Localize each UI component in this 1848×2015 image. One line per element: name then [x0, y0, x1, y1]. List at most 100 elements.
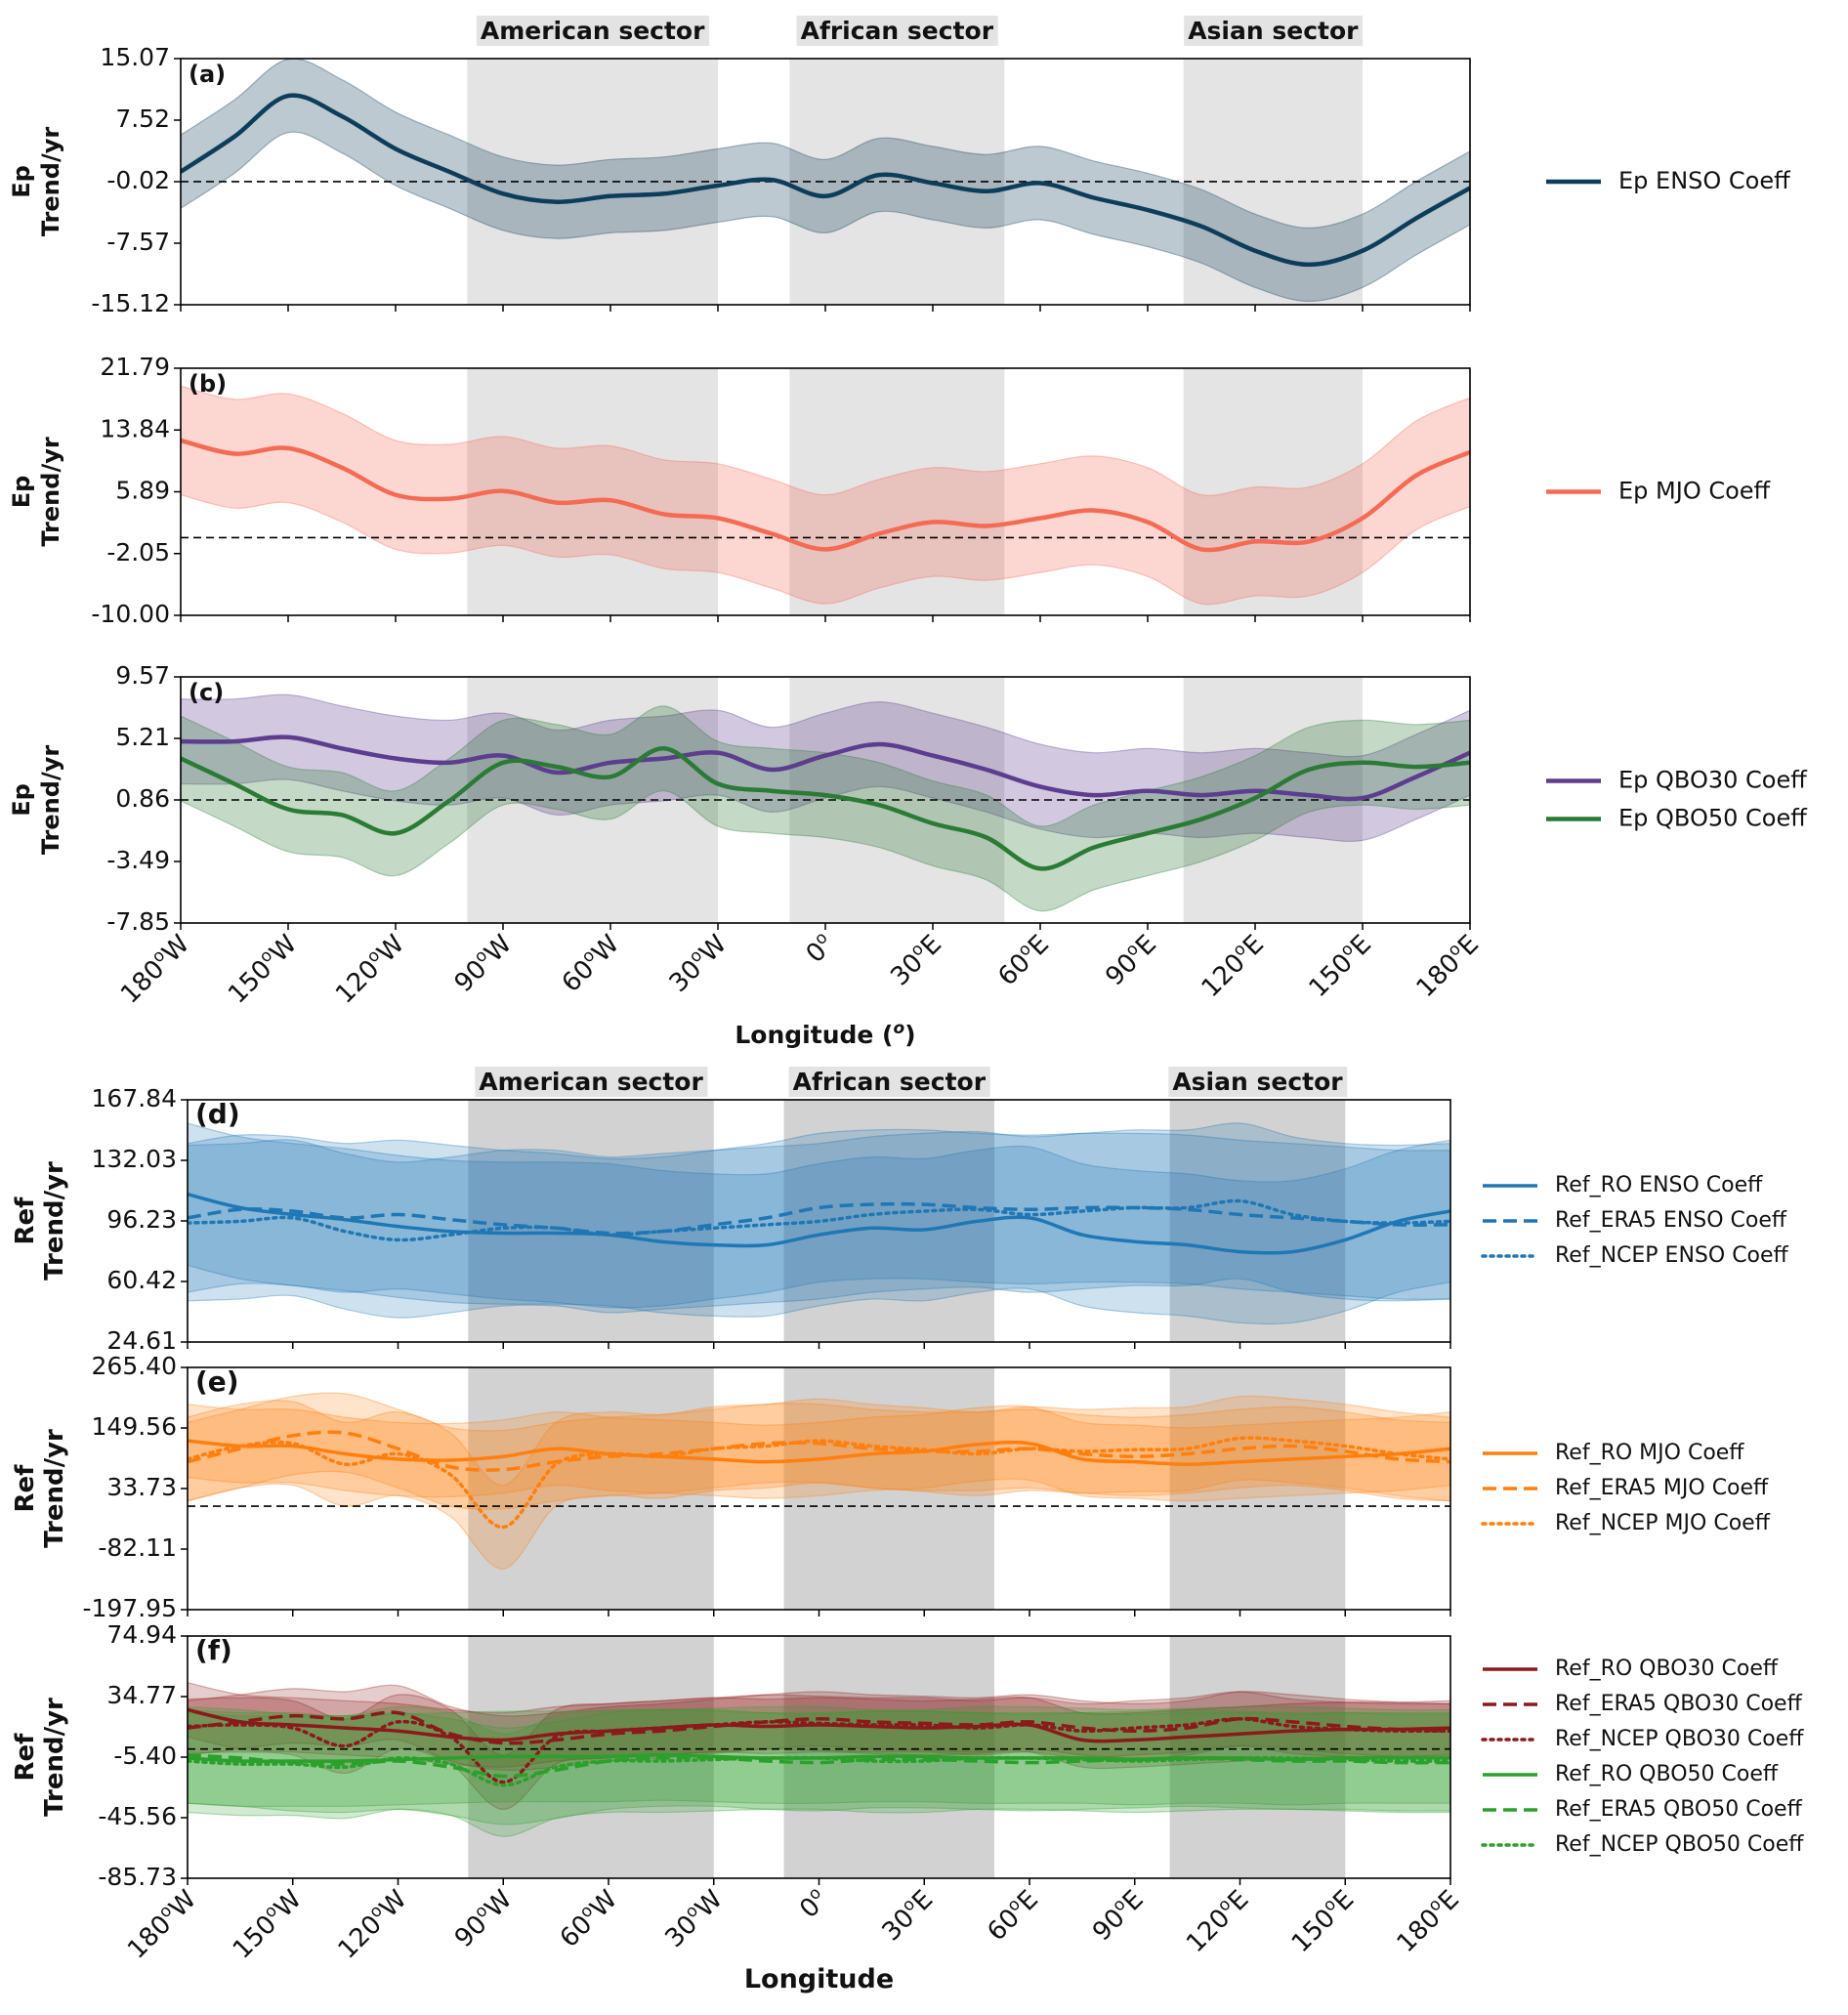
panel-label: (f) [195, 1634, 232, 1666]
y-tick-label: 13.84 [100, 414, 170, 442]
plot-area [188, 1682, 1450, 1837]
series-line [188, 1439, 1450, 1466]
y-tick-label: -10.00 [91, 600, 170, 628]
x-tick-label: 150oW [226, 1883, 307, 1964]
y-tick-label: 60.42 [106, 1266, 177, 1294]
legend-entry: Ref_ERA5 QBO50 Coeff [1555, 1797, 1803, 1822]
y-tick-label: 34.77 [106, 1681, 177, 1709]
y-tick-label: -15.12 [91, 289, 170, 317]
x-tick-label: 90oE [1086, 1883, 1150, 1947]
legend-entry: Ref_NCEP ENSO Coeff [1555, 1243, 1789, 1268]
y-tick-label: 24.61 [106, 1326, 177, 1355]
x-axis-label: Longitude (o) [735, 1019, 915, 1049]
y-tick-label: -197.95 [83, 1594, 178, 1622]
legend-entry: Ref_ERA5 MJO Coeff [1555, 1476, 1769, 1500]
y-tick-label: 33.73 [106, 1473, 177, 1501]
plot-area [188, 1122, 1450, 1325]
figure-group-1: American sector African sector Asian secto… [8, 16, 1807, 1049]
x-tick-label: 90oW [447, 928, 518, 998]
y-tick-label: 167.84 [92, 1084, 177, 1112]
legend-entry: Ep QBO50 Coeff [1618, 805, 1807, 832]
legend-entry: Ref_ERA5 QBO30 Coeff [1555, 1692, 1803, 1716]
uncertainty-band [188, 1122, 1450, 1325]
sector-shade [783, 1367, 995, 1610]
x-tick-label: 120oW [329, 928, 410, 1009]
x-tick-label: 150oE [1302, 928, 1377, 1003]
sector-shade [789, 368, 1005, 615]
y-tick-label: 5.89 [115, 477, 170, 505]
x-tick-label: 60oW [553, 1883, 623, 1953]
uncertainty-band [188, 1404, 1450, 1502]
series-line [188, 1755, 1450, 1787]
uncertainty-band [188, 1392, 1450, 1510]
sector-label-bg [1184, 16, 1364, 46]
series-line [181, 438, 1470, 553]
y-tick-label: 96.23 [106, 1205, 177, 1234]
sector-label-bg [1168, 1067, 1348, 1097]
y-tick-label: -0.02 [106, 166, 170, 194]
y-tick-label: 132.03 [92, 1145, 177, 1173]
x-tick-label: 0o [799, 928, 840, 969]
y-axis-label: RefTrend/yr [11, 1161, 69, 1280]
series-line [181, 93, 1470, 268]
y-tick-label: -7.57 [106, 228, 170, 256]
x-tick-label: 60oE [981, 1883, 1044, 1947]
sector-label: American sector [479, 1068, 703, 1096]
x-tick-label: 30oE [875, 1883, 939, 1947]
panel-f: 74.94 34.77 -5.40 -45.56 -85.73 (f) RefTrend/y… [11, 1620, 1804, 1891]
uncertainty-band [188, 1128, 1450, 1309]
y-axis-label-line: Trend/yr [37, 127, 64, 237]
sector-label-bg [476, 16, 710, 46]
legend-entry: Ref_NCEP MJO Coeff [1555, 1511, 1771, 1535]
sector-shade [468, 1100, 714, 1342]
plot-area [181, 59, 1470, 303]
y-tick-label: 74.94 [106, 1620, 177, 1649]
sector-shade [1169, 1367, 1346, 1610]
uncertainty-band [188, 1691, 1450, 1811]
panel-label: (d) [195, 1098, 240, 1130]
plot-area [181, 385, 1470, 606]
sector-shade [468, 1367, 714, 1610]
legend-entry: Ep ENSO Coeff [1618, 167, 1790, 194]
x-axis-label-text: Longitude ( [735, 1021, 893, 1049]
x-tick-label: 180oE [1409, 928, 1485, 1003]
x-tick-label: 30oW [658, 1883, 729, 1953]
series-line [181, 746, 1470, 871]
y-axis-label-line: Trend/yr [40, 1698, 69, 1817]
y-axis-label-line: Trend/yr [37, 745, 64, 856]
y-axis-label-line: Ep [8, 165, 35, 198]
y-tick-label: 7.52 [115, 105, 170, 133]
y-tick-label: -7.85 [106, 907, 170, 936]
legend-entry: Ref_RO MJO Coeff [1555, 1441, 1744, 1465]
y-tick-label: -85.73 [98, 1863, 177, 1891]
y-tick-label: 149.56 [92, 1412, 177, 1441]
y-axis-label: EpTrend/yr [8, 437, 64, 547]
x-tick-label: 180oW [114, 928, 195, 1009]
y-axis-label-line: Ep [8, 783, 35, 817]
y-tick-label: 0.86 [115, 784, 170, 813]
figure-group-2: American sector African sector Asian secto… [11, 1067, 1804, 1994]
series-line [188, 1198, 1450, 1242]
x-tick-label: 180oW [121, 1883, 202, 1964]
legend-entry: Ref_RO QBO30 Coeff [1555, 1657, 1779, 1681]
y-axis-label: RefTrend/yr [11, 1698, 69, 1817]
sector-shade [1183, 368, 1363, 615]
series-line [188, 1193, 1450, 1255]
x-tick-label: 180oE [1390, 1883, 1465, 1958]
panel-a: 15.077.52-0.02-7.57-15.12(a)EpTrend/yr Ep… [8, 43, 1790, 317]
x-tick-label: 60oE [991, 928, 1055, 991]
series-line [181, 735, 1470, 802]
y-tick-label: -5.40 [113, 1742, 177, 1770]
y-tick-label: -82.11 [98, 1533, 177, 1562]
x-tick-label: 120oE [1180, 1883, 1255, 1958]
panel-label: (a) [189, 61, 226, 88]
legend-entry: Ref_NCEP QBO50 Coeff [1555, 1832, 1804, 1857]
y-axis-label-line: Trend/yr [40, 1429, 69, 1548]
y-tick-label: -2.05 [106, 538, 170, 567]
x-tick-label: 90oE [1099, 928, 1162, 991]
legend-entry: Ref_NCEP QBO30 Coeff [1555, 1727, 1804, 1751]
panel-e: 265.40 149.56 33.73 -82.11 -197.95 (e) RefTren… [11, 1352, 1771, 1622]
